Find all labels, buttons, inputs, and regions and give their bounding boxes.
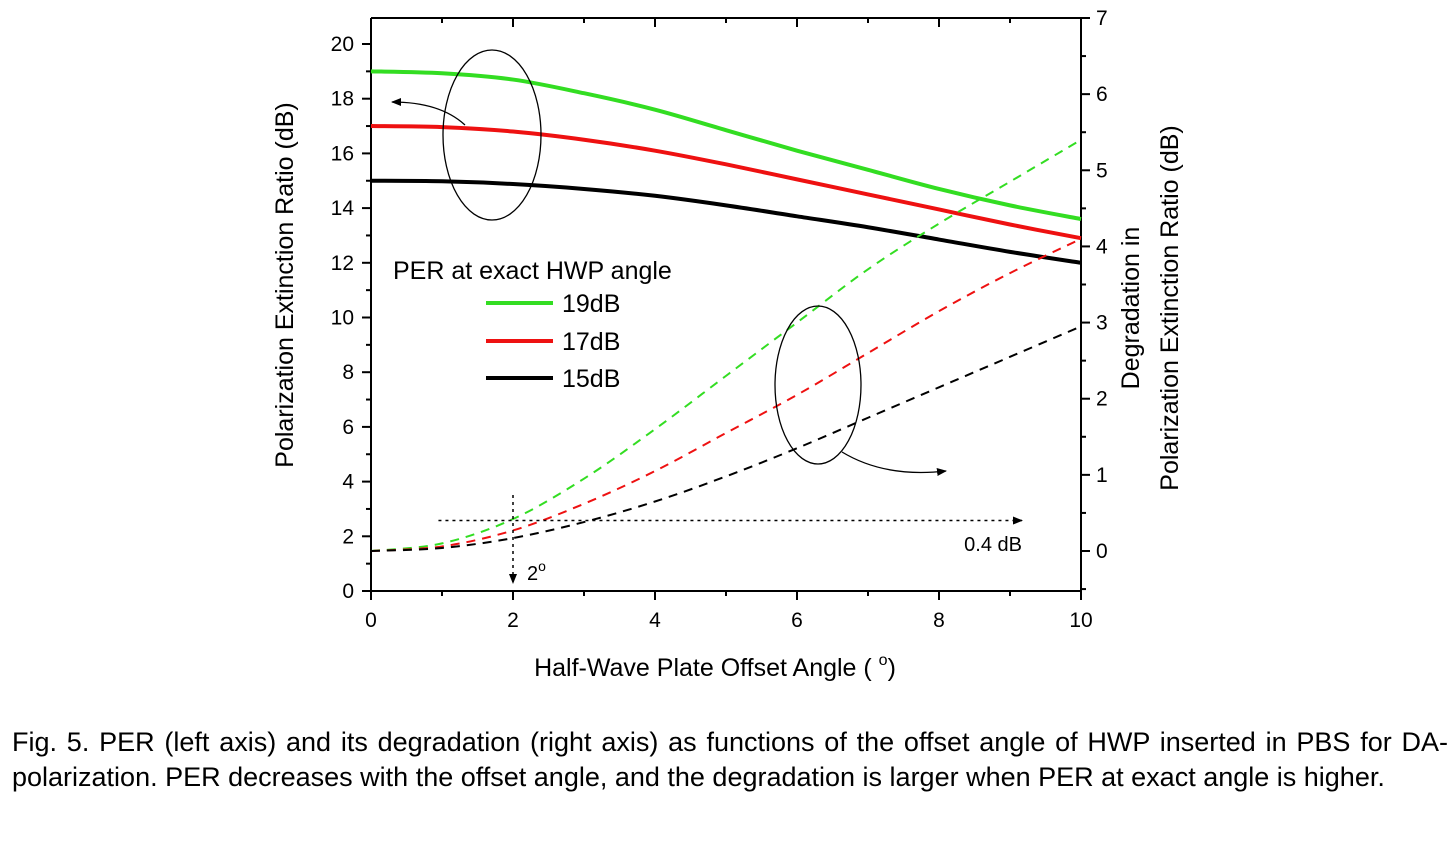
y2-tick-label: 0 (1096, 540, 1108, 563)
legend-entry-17db: 17dB (486, 328, 620, 356)
y2-tick-label: 7 (1096, 7, 1108, 30)
callout-arrow-left (391, 98, 466, 126)
x-tick-label: 8 (933, 609, 945, 632)
x-tick-label: 6 (791, 609, 803, 632)
y2-tick-label: 4 (1096, 235, 1108, 258)
y-tick-label: 18 (331, 88, 354, 111)
y-tick-label: 16 (331, 142, 354, 165)
y2-tick-label: 5 (1096, 159, 1108, 182)
y-tick-label: 14 (331, 197, 355, 220)
callout-ellipse-upper (442, 49, 542, 221)
callout-ellipse-lower (774, 305, 862, 465)
x-tick-label: 4 (649, 609, 661, 632)
y-tick-label: 12 (331, 252, 354, 275)
figure-caption: Fig. 5. PER (left axis) and its degradat… (12, 727, 1448, 792)
y2-tick-label: 2 (1096, 388, 1108, 411)
y2-axis-title-line1: Degradation in (1117, 227, 1145, 390)
y2-axis-title-line2: Polarization Extinction Ratio (dB) (1156, 125, 1184, 490)
legend-label-19db: 19dB (562, 290, 620, 318)
y-tick-label: 6 (342, 416, 354, 439)
series-line-left-15db (370, 178, 1082, 265)
legend-entry-19db: 19dB (486, 290, 620, 318)
series-line-right-19db (370, 138, 1082, 552)
y-tick-label: 8 (342, 361, 354, 384)
axes-frame (370, 17, 1082, 592)
y-tick-label: 4 (342, 471, 354, 494)
x-tick-label: 2 (507, 609, 519, 632)
series-line-left-17db (370, 124, 1082, 241)
y2-tick-label: 1 (1096, 464, 1108, 487)
legend-entry-15db: 15dB (486, 365, 620, 393)
ticks (362, 17, 1090, 600)
series-line-right-15db (370, 325, 1082, 552)
right-axis-callout (774, 305, 947, 476)
y-tick-label: 20 (331, 33, 354, 56)
x-axis-title: Half-Wave Plate Offset Angle ( o) (534, 652, 896, 682)
legend: PER at exact HWP angle 19dB 17dB 15dB (393, 257, 672, 393)
series-line-left-19db (370, 69, 1082, 222)
series-line-right-17db (370, 237, 1082, 552)
legend-label-17db: 17dB (562, 328, 620, 356)
y-tick-label: 10 (331, 307, 354, 330)
legend-title: PER at exact HWP angle (393, 257, 672, 285)
legend-label-15db: 15dB (562, 365, 620, 393)
threshold-label: 0.4 dB (964, 534, 1022, 556)
y-axis-title: Polarization Extinction Ratio (dB) (271, 102, 299, 467)
y2-tick-label: 6 (1096, 83, 1108, 106)
angle-label: 2o (527, 558, 546, 585)
y-tick-label: 2 (342, 525, 354, 548)
x-tick-label: 10 (1069, 609, 1092, 632)
left-axis-callout (391, 49, 542, 221)
y-tick-label: 0 (342, 580, 354, 603)
callout-arrow-right (841, 451, 947, 476)
threshold-annotation: 0.4 dB 2o (438, 495, 1023, 585)
y2-tick-label: 3 (1096, 312, 1108, 335)
series (370, 69, 1082, 552)
x-tick-label: 0 (365, 609, 377, 632)
